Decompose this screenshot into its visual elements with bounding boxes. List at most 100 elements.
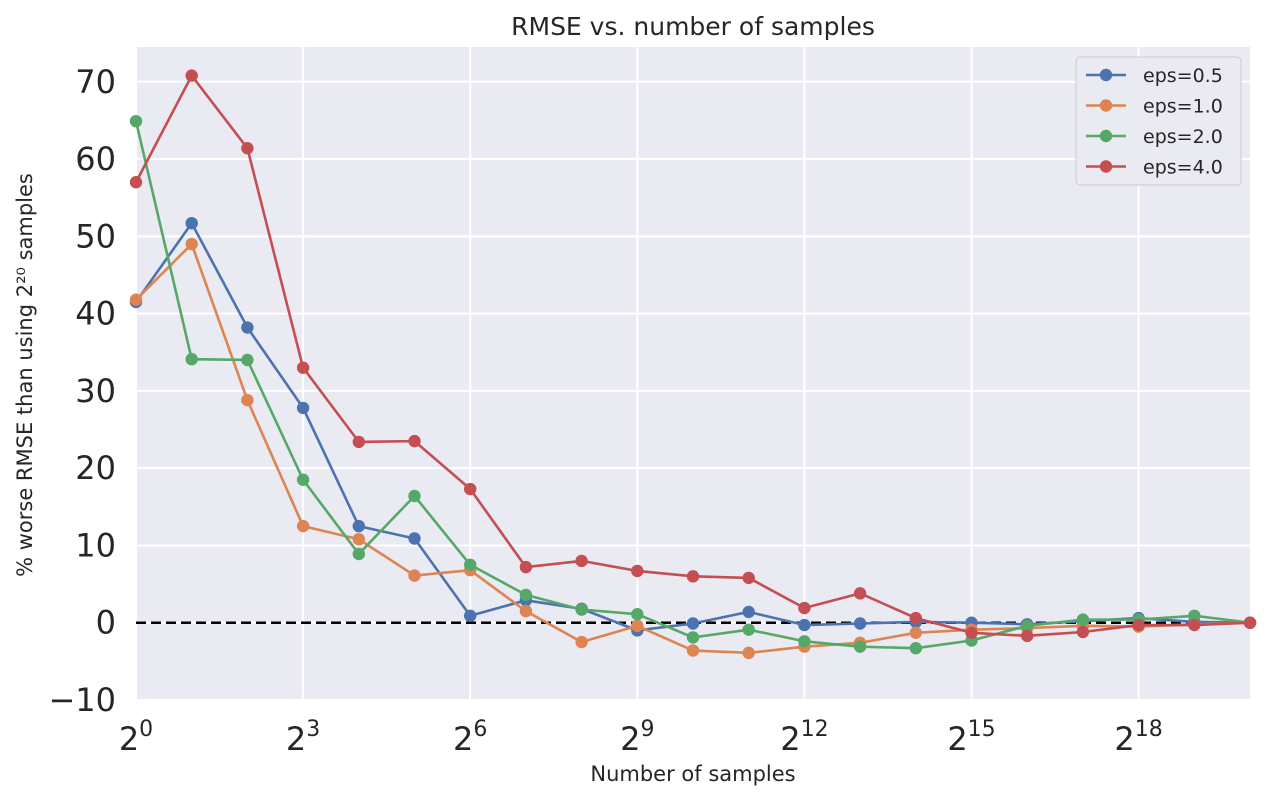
y-axis-ticks: −10 0 10 20 30 40 50 60 70 [48,63,116,719]
x-tick-label: 29 [620,717,654,758]
data-point [241,321,254,334]
x-tick-base: 2 [1114,720,1134,758]
data-point [742,571,755,585]
data-point [1020,619,1034,633]
data-point [631,619,644,633]
x-tick-label: 23 [286,717,320,758]
x-tick-exponent: 9 [640,717,654,742]
data-point [965,626,978,639]
legend-label: eps=4.0 [1143,157,1223,179]
legend-marker [1099,99,1113,112]
x-tick-label: 20 [119,717,153,758]
data-point [631,608,644,621]
y-tick-label: 60 [75,140,116,178]
data-point [464,609,477,622]
data-point [909,626,922,639]
data-point [408,532,421,545]
data-point [798,618,811,632]
data-point [742,623,755,636]
x-tick-base: 2 [286,720,306,758]
x-axis-label: Number of samples [590,762,795,786]
data-point [686,570,700,583]
data-point [296,401,310,415]
data-point [519,588,533,602]
legend-item: eps=4.0 [1086,157,1223,179]
data-point [1188,609,1201,622]
y-tick-label: 50 [75,217,116,255]
series-layer [129,69,1257,660]
data-point [853,587,867,600]
data-point [686,631,700,644]
data-point [352,547,365,561]
data-point [129,176,143,189]
data-point [1132,618,1145,632]
y-tick-label: 0 [96,604,116,642]
data-point [575,635,588,649]
data-point [1076,625,1090,639]
y-tick-label: 30 [75,372,116,410]
y-tick-label: −10 [48,681,116,719]
data-point [408,434,421,448]
legend-marker [1099,68,1113,82]
x-axis-ticks: 20 23 26 29 212 215 218 [119,717,1163,758]
data-point [129,114,143,128]
data-point [798,635,811,648]
data-point [1188,618,1201,632]
x-tick-base: 2 [620,720,640,758]
x-tick-label: 215 [947,717,995,758]
data-point [185,216,198,230]
data-point [464,482,477,496]
y-tick-label: 40 [75,295,116,333]
data-point [241,353,254,367]
data-point [296,361,310,374]
x-tick-base: 2 [119,720,139,758]
series-eps=4.0 [129,69,1257,643]
data-point [129,293,143,306]
legend-item: eps=1.0 [1086,96,1223,118]
legend-box [1075,56,1242,186]
x-tick-exponent: 15 [968,717,996,742]
data-point [853,617,867,630]
x-tick-label: 26 [453,717,487,758]
y-tick-label: 10 [75,526,116,564]
x-tick-exponent: 12 [801,717,829,742]
legend-label: eps=2.0 [1143,126,1223,148]
data-point [241,142,254,155]
data-point [185,69,198,82]
data-point [575,603,588,616]
data-point [352,435,365,449]
x-tick-label: 218 [1114,717,1162,758]
plot-background [136,47,1250,700]
data-point [1020,629,1034,643]
x-tick-base: 2 [780,720,800,758]
x-tick-base: 2 [947,720,967,758]
data-point [631,564,644,578]
data-point [742,605,755,619]
y-axis-label: % worse RMSE than using 2²⁰ samples [13,173,37,577]
data-point [519,560,533,574]
data-point [408,569,421,582]
x-tick-exponent: 18 [1135,717,1163,742]
x-tick-base: 2 [453,720,473,758]
data-point [1243,616,1257,629]
data-point [798,601,811,615]
legend: eps=0.5 eps=1.0 eps=2.0 eps=4.0 [1075,56,1242,186]
data-point [185,237,198,251]
data-point [909,611,922,625]
y-tick-label: 70 [75,63,116,101]
x-tick-exponent: 3 [306,717,320,742]
data-point [296,519,310,533]
data-point [185,353,198,366]
legend-label: eps=1.0 [1143,96,1223,118]
legend-item: eps=2.0 [1086,126,1223,148]
chart-title: RMSE vs. number of samples [511,12,875,41]
x-tick-label: 212 [780,717,828,758]
data-point [241,393,254,407]
data-point [352,519,365,533]
x-tick-exponent: 0 [139,717,153,742]
data-point [464,558,477,571]
y-tick-label: 20 [75,449,116,487]
data-point [909,642,922,655]
data-point [352,533,365,546]
